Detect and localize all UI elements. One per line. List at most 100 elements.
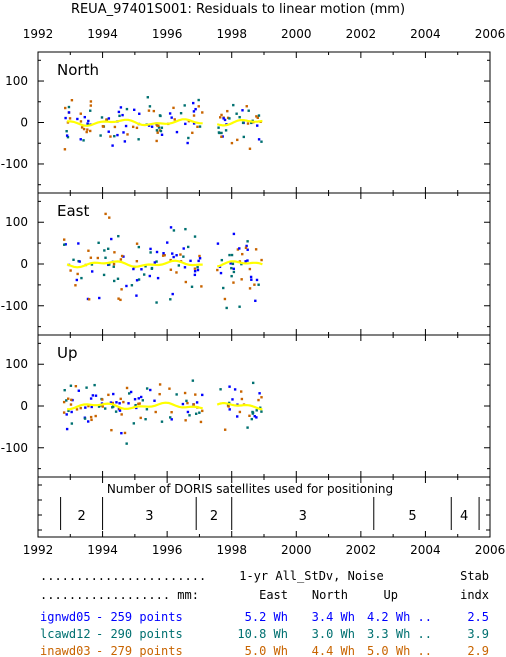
data-point-east-75 xyxy=(184,227,187,231)
data-point-up-125 xyxy=(118,402,121,405)
data-point-up-55 xyxy=(62,400,66,404)
data-point-east-104 xyxy=(232,281,235,284)
data-point-north-20 xyxy=(66,135,70,139)
data-point-east-82 xyxy=(260,258,263,262)
data-point-north-81 xyxy=(232,103,235,107)
data-point-north-78 xyxy=(198,125,202,128)
data-point-north-62 xyxy=(192,122,196,125)
data-point-north-107 xyxy=(168,112,172,115)
data-point-up-133 xyxy=(62,411,66,414)
data-point-up-138 xyxy=(194,393,197,396)
stats-row-up-2: 5.0 Wh .. xyxy=(367,644,432,657)
data-point-north-72 xyxy=(85,130,88,134)
data-point-east-145 xyxy=(112,262,116,266)
x-tick-label-top-3: 1998 xyxy=(216,27,247,41)
data-point-up-127 xyxy=(85,386,88,389)
stats-table: ....................... 1-yr All_StDv, N… xyxy=(40,569,489,657)
data-point-north-51 xyxy=(160,126,164,129)
data-point-north-66 xyxy=(201,111,204,114)
data-point-north-144 xyxy=(131,125,135,129)
data-point-east-116 xyxy=(179,253,182,256)
data-point-east-44 xyxy=(96,256,100,260)
stats-row-name-0: ignwd05 xyxy=(40,610,91,624)
data-point-up-101 xyxy=(112,392,115,396)
trend-line-up-1 xyxy=(216,402,263,411)
data-point-north-23 xyxy=(65,129,68,133)
data-point-north-4 xyxy=(100,116,104,119)
sat-count-1: 3 xyxy=(145,509,153,524)
data-point-east-115 xyxy=(149,247,152,251)
data-point-east-4 xyxy=(193,267,197,270)
data-point-up-60 xyxy=(201,409,204,413)
data-point-east-148 xyxy=(87,298,91,301)
stats-row-up-1: 3.3 Wh .. xyxy=(367,627,432,641)
data-point-east-130 xyxy=(135,294,138,297)
data-point-east-28 xyxy=(220,258,224,262)
x-tick-label-top-2: 1996 xyxy=(152,27,183,41)
data-point-east-1 xyxy=(240,278,243,281)
data-point-east-36 xyxy=(161,254,165,257)
data-point-east-15 xyxy=(80,276,83,280)
data-point-north-138 xyxy=(223,118,227,122)
stats-col-east: East xyxy=(259,588,288,602)
data-point-east-136 xyxy=(135,279,139,282)
data-point-up-86 xyxy=(112,405,115,408)
stats-row-north-2: 4.4 Wh xyxy=(312,644,355,657)
data-point-east-50 xyxy=(238,305,241,308)
data-point-east-135 xyxy=(150,266,154,270)
data-point-up-110 xyxy=(77,389,81,392)
data-point-up-135 xyxy=(236,415,239,418)
data-point-north-136 xyxy=(107,117,111,120)
data-point-east-143 xyxy=(90,270,94,273)
data-point-north-90 xyxy=(138,112,141,115)
data-point-up-34 xyxy=(170,411,173,414)
data-point-up-41 xyxy=(127,402,130,405)
data-point-up-47 xyxy=(253,415,256,418)
y-tick-label-1-0: 100 xyxy=(5,215,28,229)
data-point-north-44 xyxy=(133,108,136,112)
data-point-east-46 xyxy=(163,254,166,257)
x-tick-label-top-4: 2000 xyxy=(281,27,312,41)
data-point-north-53 xyxy=(148,105,152,108)
data-point-north-18 xyxy=(157,126,161,129)
data-point-up-10 xyxy=(75,408,79,411)
data-point-north-141 xyxy=(241,121,245,125)
data-point-east-38 xyxy=(125,284,128,288)
data-point-up-148 xyxy=(219,388,222,391)
data-point-east-90 xyxy=(222,286,225,290)
data-point-up-45 xyxy=(188,414,191,417)
data-point-east-95 xyxy=(162,252,165,255)
data-point-east-89 xyxy=(137,245,141,249)
data-point-up-98 xyxy=(257,398,260,402)
stats-row-stab-2: 2.9 xyxy=(467,644,489,657)
data-point-east-65 xyxy=(137,278,141,281)
data-point-up-25 xyxy=(69,384,73,387)
data-point-up-124 xyxy=(246,426,249,429)
data-point-up-23 xyxy=(91,394,95,397)
data-point-east-40 xyxy=(169,298,172,301)
data-point-up-83 xyxy=(129,390,133,394)
data-point-east-18 xyxy=(248,267,252,271)
data-point-east-111 xyxy=(216,242,220,245)
data-point-up-100 xyxy=(125,386,129,390)
data-point-east-123 xyxy=(119,298,122,302)
data-point-north-85 xyxy=(220,131,223,135)
data-point-east-10 xyxy=(241,252,244,256)
data-point-east-119 xyxy=(228,253,231,257)
data-point-up-53 xyxy=(101,398,104,401)
data-point-up-94 xyxy=(107,393,110,397)
data-point-north-83 xyxy=(256,116,259,120)
data-point-east-41 xyxy=(69,269,72,272)
data-point-east-97 xyxy=(196,266,199,269)
data-point-north-35 xyxy=(175,130,179,134)
data-point-up-50 xyxy=(97,405,101,408)
data-point-east-47 xyxy=(72,258,75,261)
data-point-up-27 xyxy=(144,418,147,421)
data-point-east-121 xyxy=(166,241,169,244)
stats-row-stab-0: 2.5 xyxy=(467,610,489,624)
stats-row-north-1: 3.0 Wh xyxy=(312,627,355,641)
plot-frame xyxy=(37,51,491,538)
stats-row-east-2: 5.0 Wh xyxy=(245,644,288,657)
y-tick-label-0-2: -100 xyxy=(1,157,28,171)
data-point-east-68 xyxy=(245,244,248,248)
